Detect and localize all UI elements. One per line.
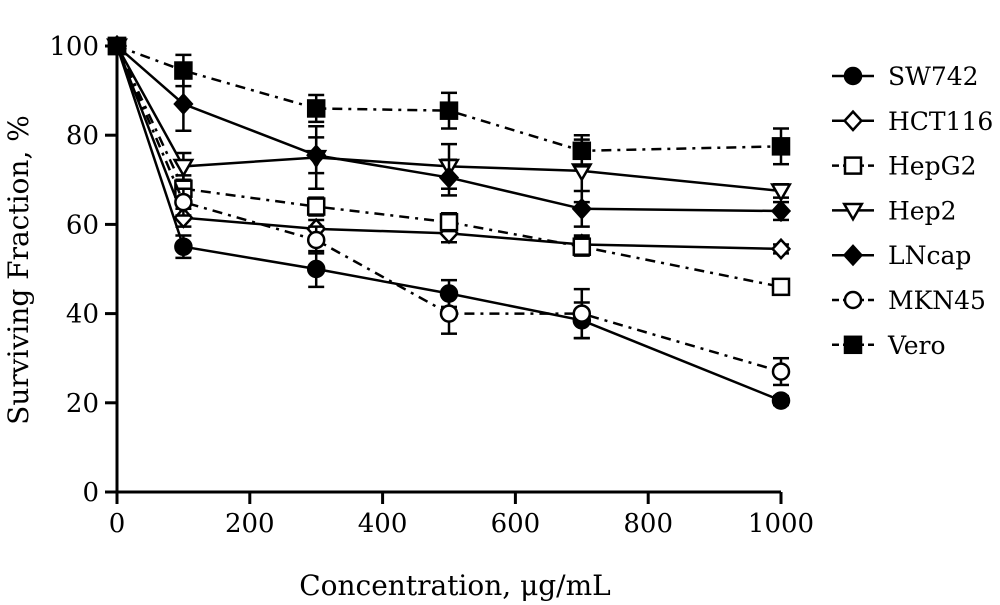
x-tick-label: 800	[623, 509, 673, 539]
legend-marker	[843, 335, 863, 355]
legend-item-Vero: Vero	[832, 331, 946, 360]
data-point-Vero	[107, 36, 127, 56]
legend-marker	[842, 109, 864, 132]
data-point-HepG2	[439, 212, 459, 232]
legend-marker	[842, 202, 864, 222]
y-tick-label: 60	[66, 210, 99, 240]
data-point-MKN45	[439, 304, 459, 323]
data-point-Hep2	[172, 158, 195, 178]
legend-label: HCT116	[888, 107, 993, 136]
data-point-LNcap	[571, 197, 592, 220]
data-point-LNcap	[770, 199, 792, 223]
series-line-Vero	[116, 44, 782, 153]
series-layer	[106, 34, 792, 410]
legend-label: SW742	[888, 62, 979, 91]
y-axis-title: Surviving Fraction, %	[2, 115, 35, 425]
data-point-LNcap	[306, 144, 327, 167]
legend-item-HCT116: HCT116	[832, 107, 993, 136]
series-line-LNcap	[116, 45, 782, 213]
legend-marker	[843, 290, 863, 310]
series-line-Hep2	[115, 45, 782, 193]
legend-item-MKN45: MKN45	[832, 286, 986, 315]
series-line-MKN45	[115, 45, 782, 373]
data-point-Vero	[572, 141, 592, 161]
x-tick-label: 1000	[748, 509, 814, 539]
y-tick-label: 80	[66, 121, 99, 151]
data-point-LNcap	[173, 92, 194, 116]
x-tick-label: 400	[358, 509, 408, 539]
x-tick-label: 0	[109, 509, 126, 539]
legend-marker	[843, 66, 863, 86]
y-tick-label: 100	[49, 32, 99, 62]
data-point-HepG2	[572, 237, 592, 256]
series-Vero	[107, 36, 791, 168]
legend-item-HepG2: HepG2	[832, 152, 976, 181]
data-point-HepG2	[771, 277, 791, 297]
series-LNcap	[106, 34, 792, 228]
data-point-Vero	[771, 137, 791, 156]
data-point-HCT116	[770, 237, 792, 260]
data-point-MKN45	[572, 304, 592, 323]
legend-label: Hep2	[888, 196, 957, 225]
x-tick-label: 600	[491, 509, 541, 539]
axes: 0 200 400 600 800 1000 0 20 40 60 80 100	[49, 32, 814, 539]
data-point-MKN45	[306, 230, 326, 250]
legend: SW742 HCT116 HepG2 Hep2 LNcap MKN45 Vero	[832, 62, 993, 360]
legend-item-LNcap: LNcap	[832, 241, 971, 270]
data-point-SW742	[771, 391, 791, 410]
data-point-MKN45	[174, 192, 193, 212]
data-point-SW742	[306, 259, 326, 279]
y-tick-label: 40	[66, 300, 99, 330]
series-MKN45	[107, 36, 791, 387]
y-tick-label: 0	[82, 478, 99, 508]
series-line-HCT116	[115, 45, 782, 251]
data-point-Hep2	[770, 183, 792, 203]
data-point-HepG2	[306, 197, 326, 216]
y-tick-label: 20	[66, 389, 99, 419]
data-point-Vero	[306, 99, 326, 118]
series-line-SW742	[115, 45, 782, 402]
legend-marker	[842, 244, 864, 267]
legend-label: MKN45	[888, 286, 986, 315]
legend-item-SW742: SW742	[832, 62, 979, 91]
legend-label: LNcap	[888, 241, 971, 270]
x-axis-title: Concentration, μg/mL	[299, 569, 611, 602]
legend-label: HepG2	[888, 152, 976, 181]
legend-marker	[843, 156, 863, 175]
legend-label: Vero	[887, 331, 946, 360]
data-point-LNcap	[438, 166, 460, 189]
data-point-MKN45	[771, 362, 791, 381]
data-point-SW742	[174, 237, 193, 256]
x-tick-label: 200	[225, 509, 275, 539]
legend-item-Hep2: Hep2	[832, 196, 957, 225]
series-line-HepG2	[115, 45, 782, 289]
data-point-Vero	[174, 61, 193, 80]
data-point-Vero	[439, 101, 459, 120]
